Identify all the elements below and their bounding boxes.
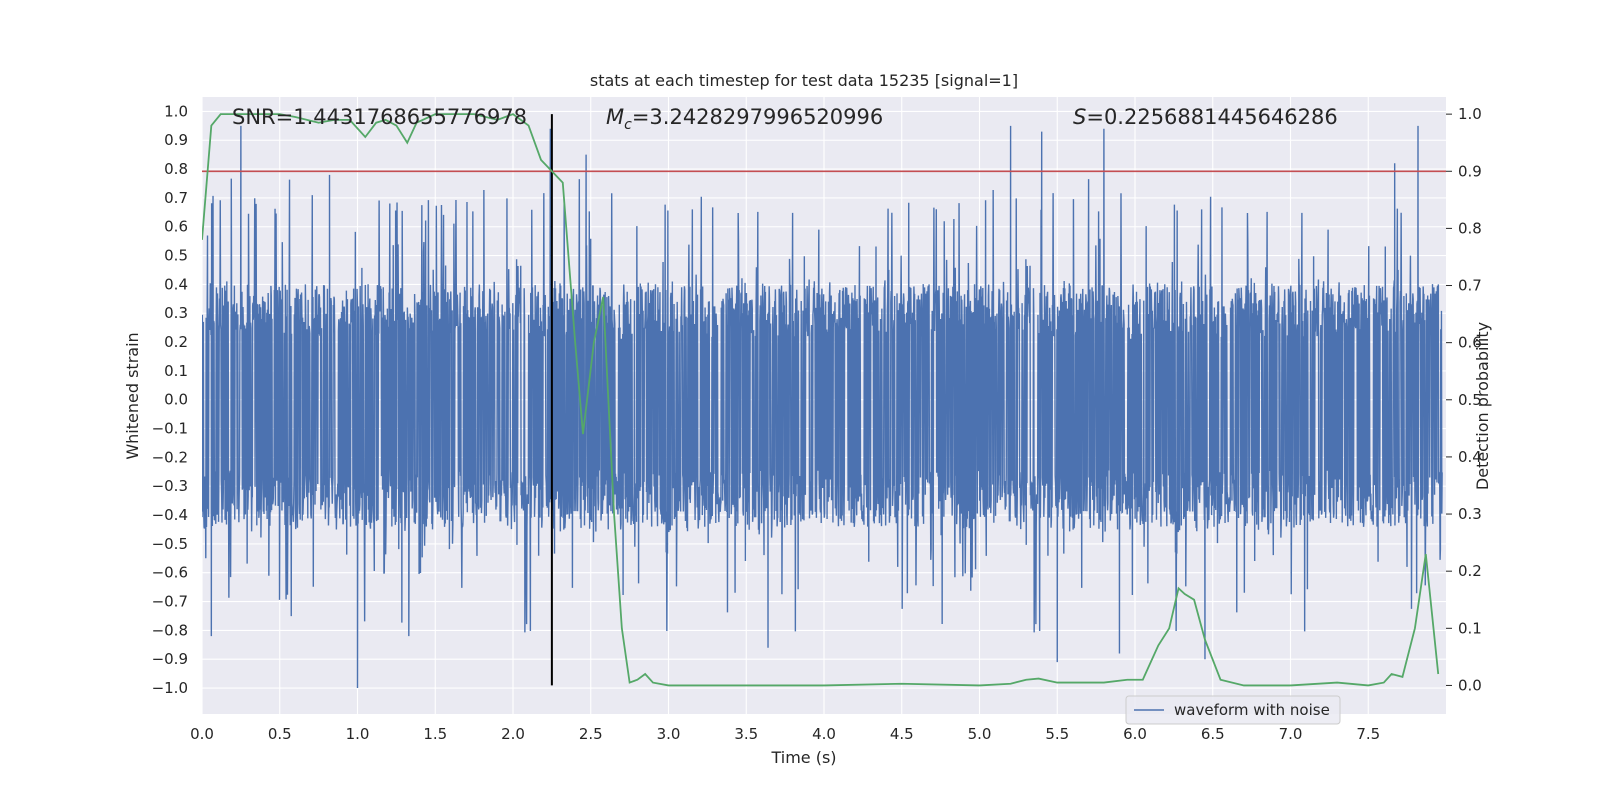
mc-annotation: Mc=3.2428297996520996 <box>606 105 883 133</box>
y-left-tick-label: 0.9 <box>164 131 188 149</box>
y-right-tick-label: 0.4 <box>1458 448 1482 466</box>
chart-title: stats at each timestep for test data 152… <box>590 71 1018 90</box>
y-right-tick-label: 0.7 <box>1458 277 1482 295</box>
y-left-tick-label: 0.2 <box>164 333 188 351</box>
x-axis-ticks: 0.0 0.5 1.0 1.5 2.0 2.5 3.0 3.5 4.0 4.5 5.0 5.5 6.0 6… <box>190 725 1380 743</box>
x-tick-label: 7.5 <box>1356 725 1380 743</box>
snr-annotation: SNR=1.4431768655776978 <box>232 105 527 129</box>
y-right-tick-label: 0.5 <box>1458 391 1482 409</box>
y-left-tick-label: 0.8 <box>164 160 188 178</box>
y-left-tick-label: −0.7 <box>152 593 188 611</box>
x-tick-label: 4.5 <box>890 725 914 743</box>
x-tick-label: 5.0 <box>968 725 992 743</box>
mc-value: =3.2428297996520996 <box>632 105 883 129</box>
y-left-tick-label: 0.3 <box>164 304 188 322</box>
waveform-series <box>202 125 1443 689</box>
x-tick-label: 5.5 <box>1045 725 1069 743</box>
x-tick-label: 3.0 <box>657 725 681 743</box>
y-left-tick-label: −0.6 <box>152 564 188 582</box>
legend: waveform with noise <box>1125 695 1341 725</box>
y-right-tick-label: 0.0 <box>1458 676 1482 694</box>
mc-subscript: c <box>624 117 632 133</box>
right-y-axis-ticks: 1.0 0.9 0.8 0.7 0.6 0.5 0.4 0.3 0.2 0.1 0.0 <box>1446 105 1482 694</box>
x-tick-label: 1.0 <box>346 725 370 743</box>
x-tick-label: 4.0 <box>812 725 836 743</box>
y-right-tick-label: 0.9 <box>1458 162 1482 180</box>
detection-probability-line <box>202 113 1440 687</box>
y-right-tick-label: 0.8 <box>1458 219 1482 237</box>
left-y-axis-label: Whitened strain <box>123 332 142 459</box>
legend-label-waveform: waveform with noise <box>1174 701 1330 719</box>
y-left-tick-label: −0.8 <box>152 621 188 639</box>
y-left-tick-label: 0.7 <box>164 189 188 207</box>
y-left-tick-label: −0.4 <box>152 506 188 524</box>
s-annotation: S=0.2256881445646286 <box>1073 105 1338 129</box>
left-y-axis-ticks: 1.0 0.9 0.8 0.7 0.6 0.5 0.4 0.3 0.2 0.1 0.0 −0.1 −0.… <box>152 102 188 697</box>
y-right-tick-label: 0.2 <box>1458 562 1482 580</box>
x-tick-label: 1.5 <box>423 725 447 743</box>
y-left-tick-label: 0.4 <box>164 275 188 293</box>
x-tick-label: 2.5 <box>579 725 603 743</box>
y-left-tick-label: 0.0 <box>164 391 188 409</box>
y-left-tick-label: −0.1 <box>152 420 188 438</box>
y-left-tick-label: 0.6 <box>164 218 188 236</box>
legend-box <box>1125 695 1341 725</box>
s-value: =0.2256881445646286 <box>1086 105 1337 129</box>
y-left-tick-label: −0.9 <box>152 650 188 668</box>
y-right-tick-label: 0.6 <box>1458 334 1482 352</box>
right-y-axis-label: Detection probability <box>1473 322 1492 490</box>
y-left-tick-label: −0.3 <box>152 477 188 495</box>
y-left-tick-label: −0.5 <box>152 535 188 553</box>
overlay-lines <box>202 113 1446 687</box>
x-tick-label: 6.5 <box>1201 725 1225 743</box>
y-left-tick-label: −1.0 <box>152 679 188 697</box>
waveform-line <box>202 125 1443 689</box>
x-tick-label: 2.0 <box>501 725 525 743</box>
x-tick-label: 0.0 <box>190 725 214 743</box>
x-tick-label: 0.5 <box>268 725 292 743</box>
mc-symbol: M <box>606 105 624 129</box>
y-left-tick-label: 0.1 <box>164 362 188 380</box>
s-symbol: S <box>1073 105 1086 129</box>
x-tick-label: 3.5 <box>734 725 758 743</box>
y-right-tick-label: 1.0 <box>1458 105 1482 123</box>
x-tick-label: 6.0 <box>1123 725 1147 743</box>
y-left-tick-label: 0.5 <box>164 247 188 265</box>
y-right-tick-label: 0.3 <box>1458 505 1482 523</box>
x-tick-label: 7.0 <box>1279 725 1303 743</box>
y-left-tick-label: −0.2 <box>152 448 188 466</box>
y-right-tick-label: 0.1 <box>1458 619 1482 637</box>
y-left-tick-label: 1.0 <box>164 102 188 120</box>
x-axis-label: Time (s) <box>770 748 836 767</box>
